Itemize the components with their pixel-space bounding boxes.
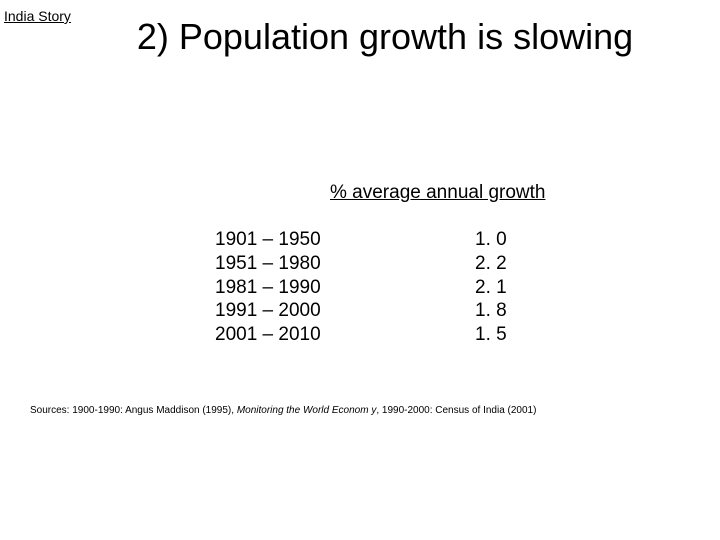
table-row: 1901 – 1950 1. 0 bbox=[215, 228, 595, 252]
period-cell: 2001 – 2010 bbox=[215, 323, 475, 347]
sources-italic: Monitoring the World Econom y bbox=[237, 405, 377, 416]
table-row: 1951 – 1980 2. 2 bbox=[215, 252, 595, 276]
value-cell: 1. 0 bbox=[475, 228, 575, 252]
value-cell: 1. 5 bbox=[475, 323, 575, 347]
sources-footnote: Sources: 1900-1990: Angus Maddison (1995… bbox=[30, 405, 536, 416]
value-cell: 2. 2 bbox=[475, 252, 575, 276]
page-title: 2) Population growth is slowing bbox=[115, 15, 655, 58]
sources-suffix: , 1990-2000: Census of India (2001) bbox=[376, 405, 536, 416]
table-row: 2001 – 2010 1. 5 bbox=[215, 323, 595, 347]
table-row: 1981 – 1990 2. 1 bbox=[215, 276, 595, 300]
period-cell: 1991 – 2000 bbox=[215, 299, 475, 323]
data-table: 1901 – 1950 1. 0 1951 – 1980 2. 2 1981 –… bbox=[215, 228, 595, 347]
period-cell: 1951 – 1980 bbox=[215, 252, 475, 276]
corner-label: India Story bbox=[4, 8, 71, 24]
sources-prefix: Sources: 1900-1990: Angus Maddison (1995… bbox=[30, 405, 237, 416]
period-cell: 1981 – 1990 bbox=[215, 276, 475, 300]
value-cell: 1. 8 bbox=[475, 299, 575, 323]
value-cell: 2. 1 bbox=[475, 276, 575, 300]
table-row: 1991 – 2000 1. 8 bbox=[215, 299, 595, 323]
table-header: % average annual growth bbox=[330, 182, 545, 204]
period-cell: 1901 – 1950 bbox=[215, 228, 475, 252]
